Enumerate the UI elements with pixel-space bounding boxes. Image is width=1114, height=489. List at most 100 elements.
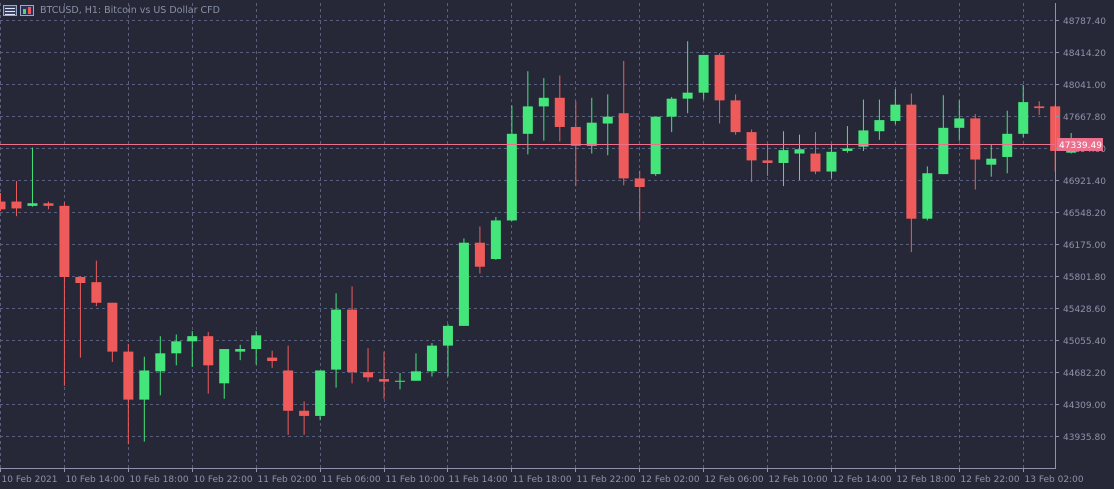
candle-body-bull [650,116,661,175]
candle-body-bull [139,370,150,400]
window-list-icon[interactable] [3,5,17,16]
candle [235,344,246,361]
price-tick-label: 45428.60 [1063,305,1106,315]
candle-body-bull [922,173,933,219]
candle [187,331,198,368]
candle-body-bull [155,353,166,372]
candle [650,116,661,176]
candle-body-bull [235,349,246,352]
price-tick-label: 45055.40 [1063,337,1106,347]
candle [730,94,741,135]
candle [363,348,374,382]
candle [379,351,390,399]
candle-body-bull [890,104,901,121]
candle-body-bull [586,122,597,146]
candle-body-bear [554,97,565,127]
candle-body-bull [954,118,965,128]
candle [826,144,837,179]
time-axis: 10 Feb 2021 10 Feb 14:00 10 Feb 18:00 10 Fe… [0,468,1084,485]
time-tick-label: 11 Feb 02:00 [258,475,317,485]
candle [906,93,917,253]
price-tick-label: 47667.80 [1063,113,1106,123]
candle [522,71,533,155]
candle [842,126,853,153]
candle [347,286,358,384]
candle [139,356,150,442]
candle-body-bear [91,282,102,303]
time-tick-label: 12 Feb 02:00 [641,475,700,485]
candle [986,144,997,177]
candle [954,100,965,141]
candle [59,202,70,386]
candle [682,41,693,114]
candle [506,105,517,222]
time-tick-label: 12 Feb 22:00 [961,475,1020,485]
candle [27,147,38,207]
candle [890,89,901,125]
candle [778,131,789,187]
candle-body-bull [251,335,262,350]
price-tick-label: 43935.80 [1063,433,1106,443]
chart-header: BTCUSD, H1: Bitcoin vs US Dollar CFD [3,5,220,16]
candle-body-bear [43,203,54,206]
time-tick-label: 11 Feb 14:00 [449,475,508,485]
candle [75,276,86,358]
candle-body-bull [986,158,997,165]
candle [442,324,453,377]
candle [283,345,294,435]
time-tick-label: 12 Feb 18:00 [897,475,956,485]
candle-body-bear [283,370,294,411]
candle-body-bull [794,149,805,154]
candle-body-bull [490,220,501,260]
candle [315,370,326,421]
chart-title: BTCUSD, H1: Bitcoin vs US Dollar CFD [40,5,220,16]
candle-body-bull [395,380,405,382]
time-tick-label: 12 Feb 14:00 [833,475,892,485]
candle [794,134,805,181]
candle-body-bull [538,97,549,107]
candle [810,132,821,175]
candle [107,302,118,362]
chart-mode-icon[interactable] [20,5,34,16]
current-price-line-group: 47339.49 [0,138,1103,151]
time-tick-label: 11 Feb 06:00 [322,475,381,485]
time-tick-label: 11 Feb 10:00 [386,475,445,485]
candle-body-bear [123,351,134,400]
candle [698,54,709,100]
candle [331,293,342,388]
candle [410,353,421,381]
candle-body-bear [474,242,485,267]
candle-body-bear [810,153,821,172]
candle [1018,84,1029,138]
candle-body-bull [442,325,453,346]
price-tick-label: 48414.20 [1063,49,1106,59]
candle-body-bear [107,302,118,352]
candle-body-bull [506,133,517,221]
candle [11,180,22,217]
candle [538,78,549,141]
current-price-tag [1057,138,1103,151]
candle [602,94,613,156]
candle-body-bull [458,242,469,326]
candle-body-bear [746,132,757,161]
time-tick-label: 13 Feb 02:00 [1025,475,1084,485]
candle-body-bear [379,379,390,382]
price-tick-label: 48041.00 [1063,81,1106,91]
candle-body-bear [730,100,741,133]
candle [762,144,773,176]
candle [0,192,6,211]
candle [474,226,485,274]
candle [251,331,262,365]
time-tick-label: 11 Feb 18:00 [513,475,572,485]
candle-body-bear [299,410,310,416]
candle-body-bear [203,336,214,366]
candle [586,97,597,154]
candle [714,53,725,124]
candle [426,343,437,377]
candle [43,201,54,210]
candle [570,101,581,187]
price-tick-label: 46921.40 [1063,177,1106,187]
candle-body-bear [634,178,645,187]
candle [395,373,405,390]
